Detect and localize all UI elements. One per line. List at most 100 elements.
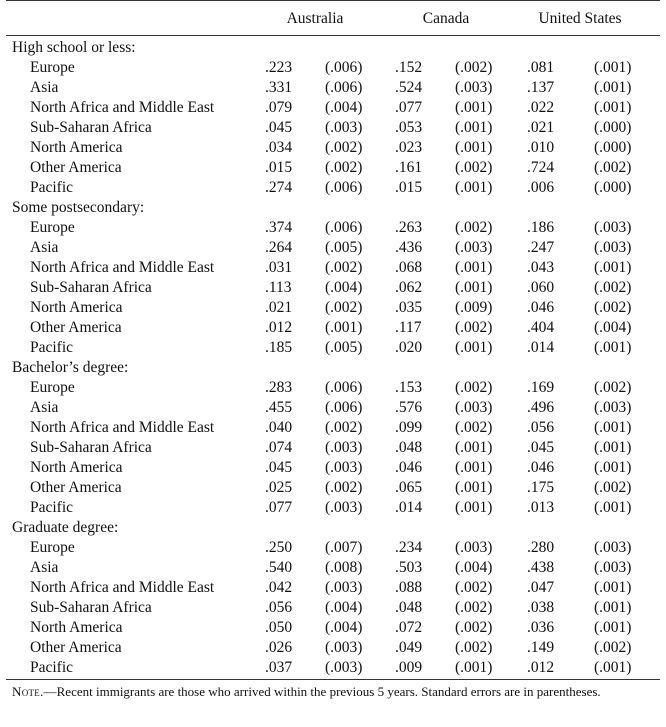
std-error-cell: (.001) [455,479,493,496]
row-label: Asia [30,79,59,96]
std-error-cell: (.001) [594,59,632,76]
row-label: Pacific [30,499,74,516]
estimate-cell: .153 [395,379,423,396]
estimate-cell: .065 [395,479,423,496]
estimate-cell: .015 [265,159,293,176]
estimate-cell: .247 [527,239,555,256]
estimate-cell: .496 [527,399,555,416]
table-note: Note.—Recent immigrants are those who ar… [12,684,658,700]
estimate-cell: .047 [527,579,555,596]
std-error-cell: (.009) [455,299,493,316]
estimate-cell: .013 [527,499,555,516]
std-error-cell: (.001) [594,79,632,96]
group-title: Bachelor’s degree: [12,359,129,376]
estimate-cell: .050 [265,619,293,636]
estimate-cell: .223 [265,59,293,76]
std-error-cell: (.001) [594,579,632,596]
estimate-cell: .036 [527,619,555,636]
std-error-cell: (.008) [325,559,363,576]
estimate-cell: .020 [395,339,423,356]
row-label: Pacific [30,659,74,676]
estimate-cell: .263 [395,219,423,236]
estimate-cell: .053 [395,119,423,136]
std-error-cell: (.003) [594,539,632,556]
std-error-cell: (.003) [594,219,632,236]
note-label: Note. [12,684,44,699]
header-rule [6,35,660,36]
estimate-cell: .117 [395,319,422,336]
std-error-cell: (.002) [455,159,493,176]
std-error-cell: (.002) [325,479,363,496]
estimate-cell: .012 [265,319,293,336]
std-error-cell: (.001) [455,339,493,356]
std-error-cell: (.002) [594,159,632,176]
std-error-cell: (.001) [455,139,493,156]
estimate-cell: .137 [527,79,555,96]
std-error-cell: (.003) [325,459,363,476]
std-error-cell: (.001) [594,339,632,356]
estimate-cell: .040 [265,419,293,436]
row-label: North America [30,299,123,316]
std-error-cell: (.002) [325,259,363,276]
estimate-cell: .046 [527,299,555,316]
std-error-cell: (.004) [325,99,363,116]
table-top-rule [6,0,660,1]
row-label: Other America [30,639,122,656]
std-error-cell: (.000) [594,179,632,196]
std-error-cell: (.003) [325,119,363,136]
estimate-cell: .034 [265,139,293,156]
std-error-cell: (.002) [325,139,363,156]
std-error-cell: (.005) [325,239,363,256]
estimate-cell: .169 [527,379,555,396]
std-error-cell: (.002) [455,59,493,76]
estimate-cell: .046 [527,459,555,476]
row-label: Asia [30,559,59,576]
estimate-cell: .015 [395,179,423,196]
estimate-cell: .540 [265,559,293,576]
std-error-cell: (.001) [455,499,493,516]
estimate-cell: .006 [527,179,555,196]
std-error-cell: (.001) [594,259,632,276]
estimate-cell: .079 [265,99,293,116]
estimate-cell: .234 [395,539,423,556]
std-error-cell: (.004) [325,599,363,616]
std-error-cell: (.001) [455,439,493,456]
estimate-cell: .576 [395,399,423,416]
std-error-cell: (.002) [325,159,363,176]
estimate-cell: .074 [265,439,293,456]
estimate-cell: .455 [265,399,293,416]
estimate-cell: .045 [265,119,293,136]
row-label: North Africa and Middle East [30,99,215,116]
std-error-cell: (.001) [594,659,632,676]
row-label: Asia [30,239,59,256]
std-error-cell: (.002) [455,419,493,436]
estimate-cell: .068 [395,259,423,276]
std-error-cell: (.002) [455,379,493,396]
std-error-cell: (.001) [325,319,363,336]
estimate-cell: .014 [527,339,555,356]
std-error-cell: (.001) [594,439,632,456]
table-bottom-rule [6,679,660,680]
std-error-cell: (.002) [455,319,493,336]
std-error-cell: (.002) [594,479,632,496]
std-error-cell: (.002) [455,219,493,236]
estimate-cell: .045 [265,459,293,476]
std-error-cell: (.001) [594,599,632,616]
estimate-cell: .038 [527,599,555,616]
estimate-cell: .113 [265,279,292,296]
std-error-cell: (.001) [594,419,632,436]
std-error-cell: (.001) [455,259,493,276]
row-label: Other America [30,319,122,336]
estimate-cell: .045 [527,439,555,456]
std-error-cell: (.001) [594,619,632,636]
estimate-cell: .062 [395,279,423,296]
estimate-cell: .161 [395,159,423,176]
std-error-cell: (.001) [594,99,632,116]
row-label: Sub-Saharan Africa [30,439,152,456]
estimate-cell: .088 [395,579,423,596]
std-error-cell: (.004) [455,559,493,576]
std-error-cell: (.004) [594,319,632,336]
std-error-cell: (.003) [325,439,363,456]
std-error-cell: (.002) [594,279,632,296]
std-error-cell: (.001) [455,99,493,116]
